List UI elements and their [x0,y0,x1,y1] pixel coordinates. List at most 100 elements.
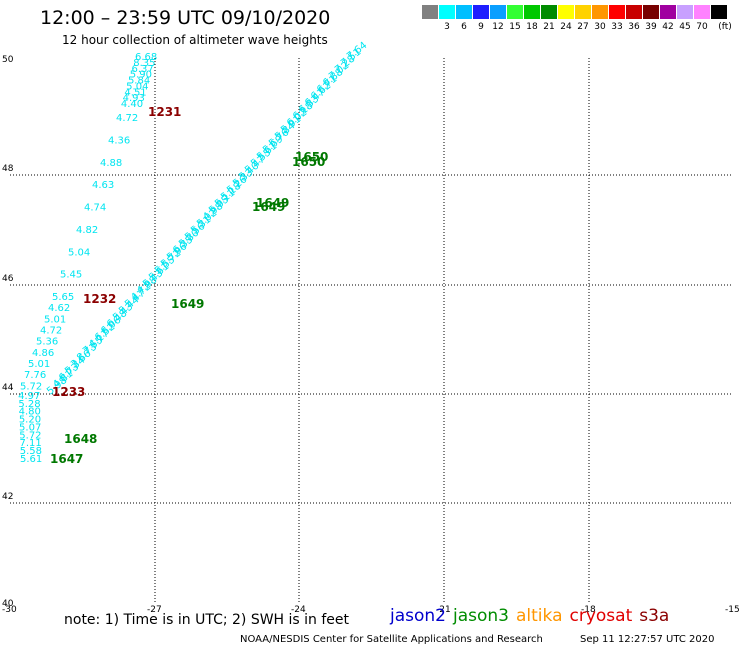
pass-time-label: 1650 [295,150,328,164]
scale-label: 45 [679,22,691,32]
wave-height-label: 8.35 [133,58,155,69]
scale-swatch [524,5,540,19]
credit-line: NOAA/NESDIS Center for Satellite Applica… [240,634,543,645]
wave-height-label: 5.72 [20,381,42,392]
satellite-legend-altika: altika [516,606,563,626]
wave-height-label: 4.63 [92,180,114,191]
scale-label: 70 [696,22,708,32]
wave-height-label: 5.01 [28,359,50,370]
wave-height-label: 4.74 [84,203,106,214]
scale-label: 39 [645,22,657,32]
scale-label: 6 [461,22,467,32]
wave-height-label: 4.86 [32,348,54,359]
scale-swatch [660,5,676,19]
wave-height-label: 5.36 [36,337,58,348]
wave-height-label: 4.36 [108,136,130,147]
scale-swatch [558,5,574,19]
pass-time-label: 1232 [83,292,116,306]
scale-swatch [507,5,523,19]
satellite-legend: jason2 jason3 altika cryosat s3a [390,606,676,626]
latitude-tick-label: 44 [2,383,14,393]
wave-height-label: 7.76 [24,370,46,381]
pass-time-label: 1231 [148,105,181,119]
pass-time-label: 1650 [292,155,325,169]
scale-label: 42 [662,22,674,32]
scale-label: 15 [509,22,521,32]
map-grid [10,58,733,603]
scale-label: 36 [628,22,640,32]
wave-height-label: 4.40 [121,99,143,110]
wave-height-label: 5.04 [68,247,90,258]
wave-height-label: 5.04 [126,81,148,92]
wave-height-label: 5.61 [20,454,42,465]
scale-label: 24 [560,22,572,32]
scale-swatch [490,5,506,19]
scale-swatch [711,5,727,19]
wave-height-label: 4.62 [48,303,70,314]
pass-time-label: 1233 [52,385,85,399]
generation-timestamp: Sep 11 12:27:57 UTC 2020 [580,634,715,645]
wave-height-label: 4.93 [123,93,145,104]
wave-height-label: 6.68 [135,52,157,63]
scale-unit: (ft) [718,22,732,32]
footer-note: note: 1) Time is in UTC; 2) SWH is in fe… [64,612,350,628]
wave-height-label: 5.07 [19,422,41,433]
wave-height-label: 5.65 [52,292,74,303]
scale-label: 27 [577,22,589,32]
wave-height-label: 4.72 [40,326,62,337]
wave-height-label: 5.01 [44,314,66,325]
altimeter-track-b: 7.647.517.287.026.886.716.626.476.336.18… [45,40,369,397]
scale-label: 3 [444,22,450,32]
longitude-tick-label: -24 [291,605,306,615]
scale-swatch [422,5,438,19]
wave-height-label: 7.11 [20,438,42,449]
pass-time-label: 1647 [50,452,83,466]
wave-height-label: 5.28 [18,399,40,410]
scale-swatch [677,5,693,19]
page-subtitle: 12 hour collection of altimeter wave hei… [62,33,328,47]
satellite-legend-cryosat: cryosat [569,606,633,626]
wave-height-label: 5.45 [60,270,82,281]
scale-swatch [541,5,557,19]
wave-height-label: 4.97 [18,391,40,402]
scale-swatch [439,5,455,19]
page-title: 12:00 – 23:59 UTC 09/10/2020 [40,7,331,29]
scale-swatch [643,5,659,19]
pass-time-label: 1649 [256,196,289,210]
longitude-tick-label: -27 [147,605,162,615]
scale-swatch [575,5,591,19]
scale-swatch [694,5,710,19]
pass-time-label: 1649 [171,297,204,311]
wave-height-label: 4.72 [116,113,138,124]
longitude-tick-label: -30 [2,605,17,615]
scale-label: 21 [543,22,555,32]
scale-label: 18 [526,22,538,32]
wave-height-label: 5.90 [130,70,152,81]
wave-height-label: 5.72 [19,430,41,441]
longitude-tick-label: -18 [581,605,596,615]
scale-label: 30 [594,22,606,32]
satellite-legend-s3a: s3a [639,606,670,626]
scale-swatch [626,5,642,19]
scale-swatch [609,5,625,19]
pass-time-label: 1648 [64,432,97,446]
altimeter-track-a: 6.688.356.375.905.845.044.514.934.404.72… [18,52,157,465]
latitude-tick-label: 48 [2,164,14,174]
longitude-tick-label: -15 [725,605,740,615]
latitude-tick-label: 46 [2,274,14,284]
wave-height-label: 5.20 [19,415,41,426]
wave-height-label: 4.80 [19,407,41,418]
scale-label: 12 [492,22,504,32]
wave-height-label: 6.37 [131,64,153,75]
wave-height-label: 4.88 [100,158,122,169]
latitude-tick-label: 40 [2,599,14,609]
scale-swatch [473,5,489,19]
scale-label: 33 [611,22,623,32]
wave-height-label: 5.84 [128,76,150,87]
wave-height-label: 4.51 [124,87,146,98]
longitude-tick-label: -21 [436,605,451,615]
wave-height-label: 5.58 [20,446,42,457]
latitude-tick-label: 42 [2,492,13,502]
